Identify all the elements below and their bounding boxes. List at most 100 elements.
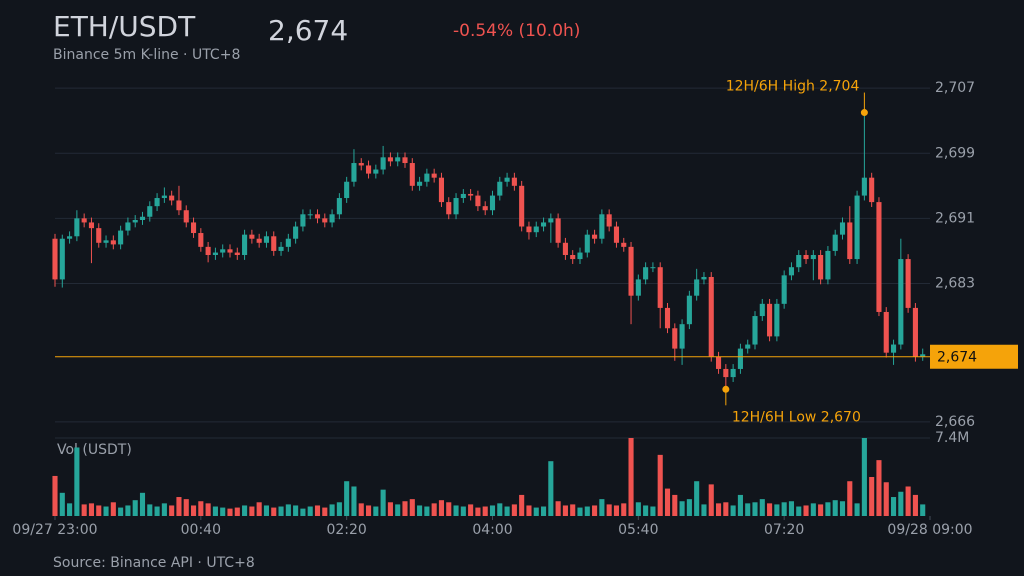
x-tick-label: 02:20 bbox=[326, 522, 366, 538]
volume-bar bbox=[759, 499, 765, 516]
y-tick-label: 2,699 bbox=[935, 145, 975, 161]
candle-body bbox=[336, 198, 342, 215]
candle-body bbox=[322, 218, 328, 223]
candle-body bbox=[176, 200, 182, 211]
candle-body bbox=[409, 163, 415, 186]
volume-bar bbox=[613, 505, 620, 516]
volume-bar bbox=[285, 504, 291, 516]
candle-body bbox=[540, 222, 547, 227]
volume-bar bbox=[190, 505, 197, 516]
candle-body bbox=[628, 246, 634, 296]
volume-bar bbox=[431, 503, 437, 516]
volume-bar bbox=[314, 505, 321, 516]
volume-bar bbox=[847, 481, 853, 516]
volume-bar bbox=[489, 505, 496, 516]
candle-body bbox=[657, 267, 663, 308]
candle-body bbox=[59, 238, 65, 280]
volume-bar bbox=[577, 507, 583, 516]
volume-bar bbox=[912, 494, 918, 516]
volume-bar bbox=[715, 503, 722, 516]
volume-bar bbox=[905, 486, 911, 516]
price: 2,674 bbox=[268, 14, 348, 47]
candle-body bbox=[147, 206, 153, 217]
volume-bar bbox=[322, 507, 328, 516]
volume-bar bbox=[409, 499, 415, 516]
volume-bar bbox=[139, 492, 146, 516]
candle-body bbox=[708, 276, 714, 357]
candle-body bbox=[861, 177, 867, 196]
candle-body bbox=[103, 240, 109, 243]
volume-bar bbox=[460, 506, 466, 516]
volume-bar bbox=[373, 506, 379, 516]
volume-bar bbox=[803, 505, 809, 516]
current-price-label: 2,674 bbox=[937, 350, 977, 366]
candle-body bbox=[482, 206, 488, 211]
volume-bar bbox=[161, 503, 167, 516]
candle-body bbox=[154, 198, 160, 207]
candle-body bbox=[256, 238, 262, 243]
volume-bar bbox=[198, 501, 204, 516]
candle-body bbox=[745, 344, 751, 349]
volume-bar bbox=[708, 484, 714, 516]
volume-bar bbox=[745, 503, 751, 516]
candle-body bbox=[132, 220, 138, 223]
volume-bar bbox=[52, 475, 58, 516]
candle-body bbox=[905, 259, 911, 308]
volume-bar bbox=[147, 504, 153, 516]
volume-bar bbox=[555, 501, 561, 516]
candle-body bbox=[307, 214, 313, 216]
volume-bar bbox=[570, 504, 576, 516]
candle-body bbox=[694, 279, 700, 296]
volume-bar bbox=[380, 489, 386, 516]
candle-body bbox=[468, 193, 474, 196]
candle-body bbox=[212, 252, 218, 255]
candle-body bbox=[74, 218, 80, 237]
volume-bar bbox=[329, 504, 335, 516]
candle-body bbox=[599, 214, 605, 239]
candle-body bbox=[220, 249, 226, 253]
volume-bar bbox=[548, 461, 554, 516]
candle-body bbox=[169, 195, 175, 201]
volume-bar bbox=[701, 504, 707, 516]
volume-bar bbox=[592, 505, 598, 516]
annotation-marker bbox=[722, 385, 730, 393]
candle-body bbox=[752, 316, 758, 345]
volume-bar bbox=[664, 488, 671, 516]
candle-body bbox=[67, 236, 73, 239]
volume-bar bbox=[540, 506, 547, 516]
candle-body bbox=[832, 234, 838, 251]
volume-bar bbox=[88, 503, 95, 516]
volume-bar bbox=[920, 504, 926, 516]
candle-body bbox=[854, 195, 860, 260]
volume-bar bbox=[424, 506, 430, 516]
volume-bar bbox=[263, 505, 270, 516]
volume-bar bbox=[839, 501, 846, 516]
x-tick-label: 05:40 bbox=[618, 522, 658, 538]
volume-bar bbox=[781, 502, 787, 516]
volume-bar bbox=[387, 502, 393, 516]
y-tick-label: 2,707 bbox=[935, 80, 975, 96]
y-tick-label: 2,666 bbox=[935, 414, 975, 430]
candle-body bbox=[767, 303, 773, 337]
volume-bar bbox=[256, 502, 262, 516]
candle-body bbox=[365, 165, 372, 174]
candle-body bbox=[183, 210, 189, 223]
volume-bar bbox=[154, 506, 160, 516]
candle-body bbox=[686, 295, 692, 325]
candle-body bbox=[373, 169, 379, 174]
volume-tick-label: 7.4M bbox=[935, 430, 969, 446]
volume-bar bbox=[635, 502, 641, 516]
volume-bar bbox=[818, 504, 824, 516]
candle-body bbox=[533, 226, 539, 233]
volume-bar bbox=[511, 504, 517, 516]
volume-bar bbox=[220, 507, 226, 516]
volume-bar bbox=[788, 501, 795, 516]
volume-bar bbox=[249, 506, 255, 516]
candle-body bbox=[796, 255, 802, 268]
volume-bar bbox=[482, 506, 488, 516]
candle-body bbox=[672, 328, 678, 349]
volume-bar bbox=[118, 507, 124, 516]
candle-body bbox=[635, 279, 641, 296]
volume-bar bbox=[307, 506, 313, 516]
